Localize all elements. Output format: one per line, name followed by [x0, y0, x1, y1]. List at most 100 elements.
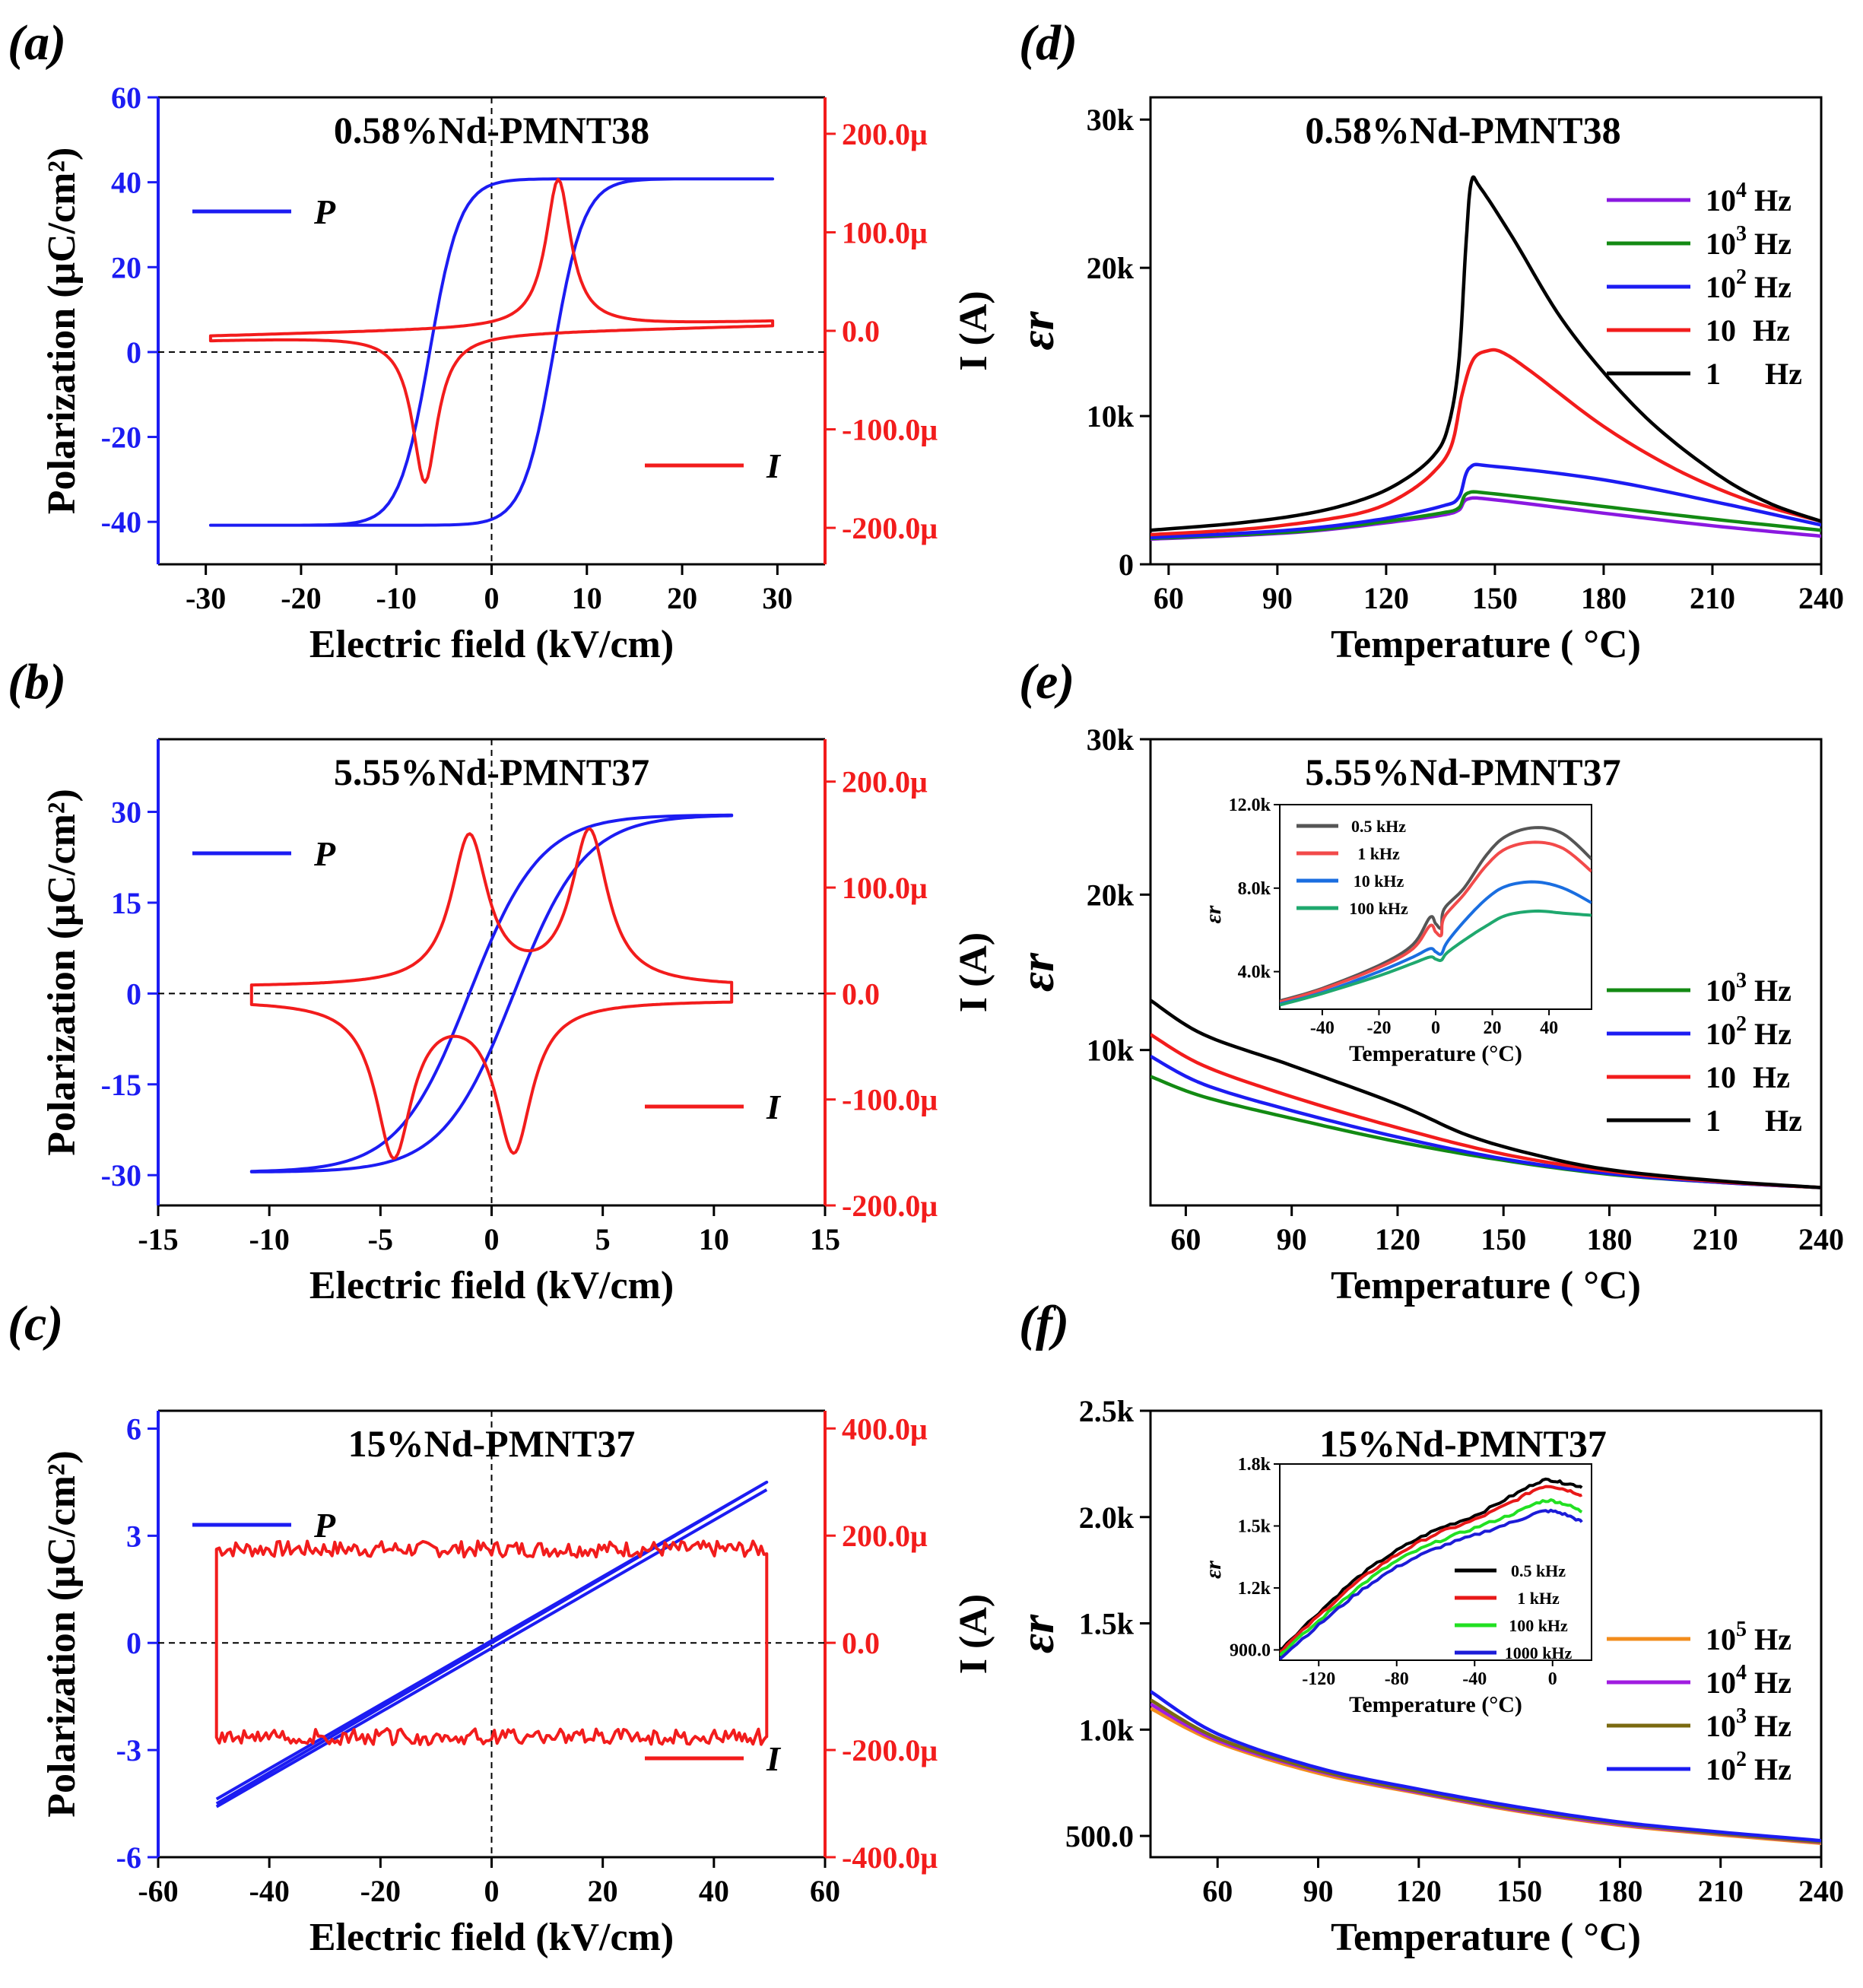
y-tick-label: 40 — [111, 166, 141, 200]
x-tick-label: 60 — [1154, 581, 1184, 615]
y-tick-label: 30 — [111, 796, 141, 830]
legend-exponent: 2 — [1736, 1748, 1747, 1771]
y-tick-label: 2.5k — [1079, 1394, 1135, 1428]
y-tick-label: 10k — [1087, 399, 1135, 433]
x-tick-label: -20 — [281, 581, 321, 615]
inset-y-tick-label: 900.0 — [1230, 1640, 1271, 1660]
legend-unit: Hz — [1765, 1104, 1802, 1138]
inset-y-axis-title: εr — [1201, 905, 1226, 923]
inset-legend-label: 100 kHz — [1509, 1616, 1568, 1635]
y-tick-label: -6 — [116, 1840, 141, 1875]
inset-x-axis-title: Temperature (°C) — [1349, 1692, 1522, 1717]
series-10-2-Hz-curve — [1150, 462, 1821, 540]
x-tick-label: -60 — [138, 1874, 178, 1908]
x-tick-label: -10 — [249, 1222, 290, 1256]
y-axis-title: εr — [1010, 952, 1064, 992]
inset-series-group — [1280, 1477, 1583, 1660]
x-tick-label: 240 — [1798, 1874, 1844, 1908]
y2-tick-label: -200.0μ — [842, 511, 938, 545]
series-1-Hz-curve — [1150, 175, 1821, 532]
y-axis-title: Polarization (μC/cm²) — [40, 148, 84, 515]
y-axis-title: εr — [1010, 310, 1064, 350]
series-group — [1150, 175, 1821, 541]
x-tick-label: -30 — [186, 581, 226, 615]
panel-letter-c: (c) — [8, 1296, 63, 1351]
legend-exponent: 2 — [1736, 265, 1747, 289]
series-10-2-Hz-curve — [1150, 1690, 1821, 1843]
series-10-Hz-curve — [1150, 348, 1821, 537]
legend-label: 103 Hz — [1706, 1704, 1792, 1743]
inset-y-tick-label: 1.8k — [1238, 1455, 1271, 1475]
legend-label-P: P — [313, 192, 336, 231]
y-tick-label: -15 — [101, 1068, 141, 1102]
y-tick-label: 10k — [1087, 1034, 1135, 1068]
x-tick-label: 240 — [1798, 581, 1844, 615]
legend-base: 10 — [1706, 973, 1736, 1008]
legend-label-I: I — [766, 1088, 782, 1126]
x-tick-label: 180 — [1586, 1222, 1632, 1256]
inset-legend-label: 100 kHz — [1349, 899, 1408, 918]
plot-frame — [1149, 738, 1823, 1207]
legend-unit: Hz — [1753, 1060, 1790, 1094]
y2-tick-label: -200.0μ — [842, 1189, 938, 1223]
panel-title: 5.55%Nd-PMNT37 — [1305, 751, 1620, 793]
legend-exponent: 4 — [1736, 179, 1747, 202]
legend-unit: Hz — [1765, 357, 1802, 391]
legend-base: 1 — [1706, 357, 1721, 391]
x-tick-label: 210 — [1698, 1874, 1744, 1908]
legend-base: 10 — [1706, 1752, 1736, 1786]
legend-label: 104 Hz — [1706, 1661, 1792, 1700]
inset-series-group — [1280, 826, 1592, 1007]
y2-tick-label: -100.0μ — [842, 413, 938, 447]
inset-x-tick-label: 20 — [1484, 1018, 1502, 1038]
inset-legend-label: 10 kHz — [1354, 872, 1404, 891]
y-tick-label: 500.0 — [1065, 1819, 1134, 1853]
x-tick-label: 210 — [1690, 581, 1735, 615]
legend-label: 102 Hz — [1706, 265, 1792, 304]
x-tick-label: -40 — [249, 1874, 290, 1908]
y2-tick-label: 200.0μ — [842, 117, 928, 151]
y2-tick-label: 0.0 — [842, 1626, 880, 1660]
y-axis-title: Polarization (μC/cm²) — [40, 789, 84, 1156]
inset-legend-label: 1000 kHz — [1505, 1643, 1573, 1662]
legend-label: 103 Hz — [1706, 969, 1792, 1008]
x-tick-label: 60 — [1170, 1222, 1201, 1256]
inset-x-tick-label: -40 — [1462, 1669, 1487, 1689]
series-1-Hz-curve — [1150, 999, 1821, 1189]
y-tick-label: 0 — [1119, 548, 1134, 582]
legend-base: 1 — [1706, 1104, 1721, 1138]
inset-x-tick-label: -40 — [1310, 1018, 1335, 1038]
legend-label: 102 Hz — [1706, 1748, 1792, 1786]
x-tick-label: 60 — [810, 1874, 840, 1908]
y-tick-label: 60 — [111, 81, 141, 115]
series-group — [1150, 1690, 1821, 1846]
y-tick-label: 1.5k — [1079, 1607, 1135, 1641]
legend-label: 104 Hz — [1706, 179, 1792, 218]
x-tick-label: 20 — [667, 581, 697, 615]
inset-series-curve — [1280, 909, 1592, 1007]
inset-y-axis-title: εr — [1201, 1561, 1226, 1579]
plot-frame — [1149, 1409, 1823, 1859]
legend-base: 10 — [1706, 1060, 1736, 1094]
x-tick-label: 30 — [762, 581, 792, 615]
inset-x-tick-label: -80 — [1385, 1669, 1409, 1689]
series-group — [1150, 999, 1821, 1189]
x-axis-title: Electric field (kV/cm) — [309, 623, 674, 666]
y2-tick-label: 100.0μ — [842, 871, 928, 905]
x-tick-label: 60 — [1202, 1874, 1233, 1908]
y-tick-label: -30 — [101, 1158, 141, 1192]
legend-unit: Hz — [1754, 973, 1792, 1008]
panel-title: 0.58%Nd-PMNT38 — [334, 109, 649, 151]
legend-exponent: 5 — [1736, 1618, 1747, 1641]
x-axis-title: Temperature ( °C) — [1331, 1916, 1641, 1959]
legend-label: 1 Hz — [1706, 357, 1802, 391]
x-tick-label: 210 — [1693, 1222, 1738, 1256]
inset-series-curve — [1280, 1485, 1583, 1653]
y-tick-label: 15 — [111, 886, 141, 920]
legend-label-P: P — [313, 1506, 336, 1545]
x-tick-label: -10 — [376, 581, 417, 615]
inset-frame — [1279, 1463, 1592, 1661]
x-axis-title: Electric field (kV/cm) — [309, 1916, 674, 1959]
panel-d: 60 90 120 150 180 210 240010k20k30kTemperature… — [1010, 96, 1844, 666]
